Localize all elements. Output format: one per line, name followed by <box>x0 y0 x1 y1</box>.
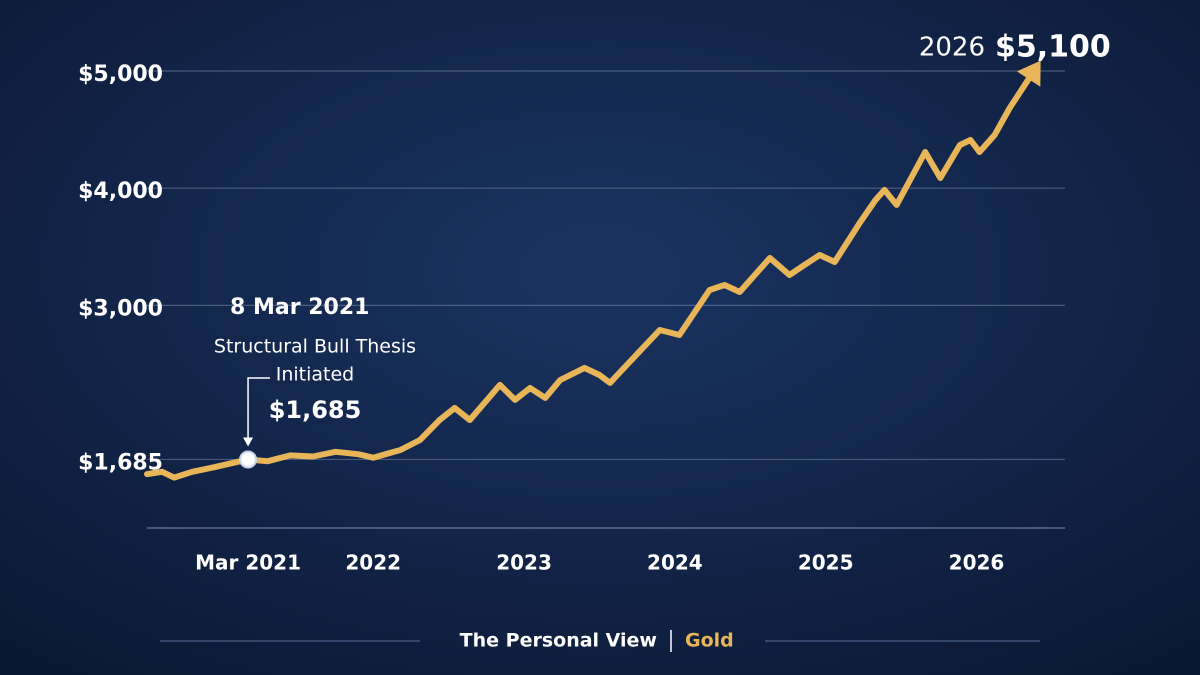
marker-point <box>239 450 258 469</box>
x-tick-label: Mar 2021 <box>195 551 301 575</box>
plot: $5,000 $4,000 $3,000 $1,685 Mar 2021 2022 2023… <box>78 60 1065 575</box>
end-label: $5,100 <box>995 30 1111 65</box>
y-tick-label: $3,000 <box>78 296 163 321</box>
x-tick-label: 2026 <box>949 551 1005 575</box>
price-line <box>144 72 1034 481</box>
arrow-head <box>1016 60 1041 87</box>
marker-arrow <box>243 437 254 447</box>
marker-text: Initiated <box>276 364 355 386</box>
y-tick-label: $4,000 <box>78 179 163 204</box>
end-year: 2026 <box>919 33 985 63</box>
x-tick-label: 2024 <box>647 551 703 575</box>
x-tick-label: 2025 <box>798 551 854 575</box>
footer-source: The Personal View <box>460 630 657 652</box>
marker-leader <box>247 377 270 440</box>
x-tick-label: 2022 <box>345 551 401 575</box>
marker-label: $1,685 <box>269 396 362 424</box>
footer-asset: Gold <box>685 630 734 652</box>
x-tick-label: 2023 <box>496 551 552 575</box>
y-tick-label: $5,000 <box>78 62 163 87</box>
marker-date: 8 Mar 2021 <box>230 295 369 320</box>
marker-text: Structural Bull Thesis <box>214 336 416 358</box>
